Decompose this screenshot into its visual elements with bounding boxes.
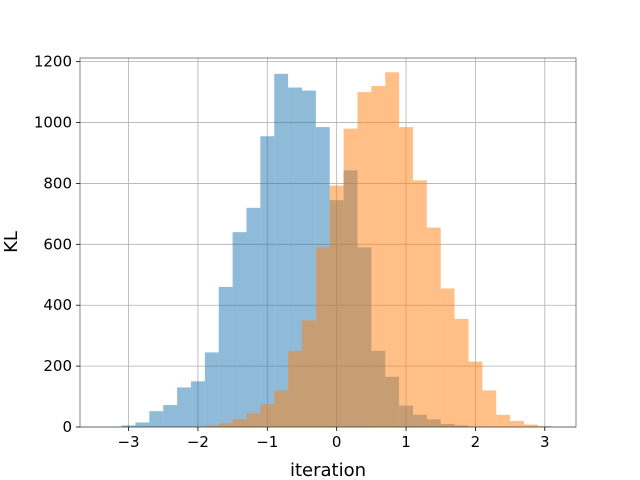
histogram-bar	[149, 411, 164, 427]
histogram-bar	[218, 286, 233, 427]
histogram-bar	[260, 136, 275, 427]
histogram-bar	[343, 128, 358, 427]
histogram-bar	[204, 352, 219, 427]
y-tick-label: 400	[43, 296, 72, 314]
histogram-bar	[399, 127, 413, 427]
histogram-bar	[190, 381, 205, 427]
y-tick-label: 200	[43, 357, 72, 375]
histogram-bar	[288, 350, 302, 427]
x-tick-label: −1	[256, 433, 278, 451]
y-tick-label: 600	[43, 235, 72, 253]
histogram-bar	[468, 361, 483, 427]
histogram-bar	[510, 420, 524, 427]
histogram-bar	[274, 390, 289, 427]
x-tick-label: −2	[187, 433, 209, 451]
histogram-bar	[260, 404, 275, 427]
x-tick-label: 1	[401, 433, 411, 451]
x-axis-label: iteration	[290, 460, 366, 480]
y-tick-label: 800	[43, 174, 72, 192]
y-axis-label: KL	[1, 231, 22, 253]
y-tick-label: 1200	[34, 53, 72, 71]
histogram-bar	[246, 413, 261, 427]
histogram-bar	[204, 425, 219, 427]
histogram-bar	[357, 92, 372, 428]
x-tick-label: 2	[471, 433, 481, 451]
x-tick-label: 3	[540, 433, 550, 451]
plot-frame	[79, 57, 577, 428]
histogram-bar	[246, 207, 261, 427]
histogram-bar	[177, 387, 191, 427]
histogram-bar	[218, 423, 233, 427]
y-axis-ticks: 0 200 400 600 800 1000 1200	[34, 53, 80, 436]
histogram-bar	[412, 180, 427, 427]
histogram-bar	[496, 414, 511, 427]
histogram-bar	[135, 422, 150, 427]
histogram-bar	[426, 227, 441, 427]
histogram-bar	[482, 390, 497, 427]
histogram-bars	[121, 72, 552, 428]
histogram-bar	[301, 320, 316, 427]
histogram-bar	[440, 288, 455, 427]
histogram-bar	[163, 405, 178, 427]
x-axis-ticks: −3 −2 −1 0 1 2 3	[117, 427, 550, 451]
histogram-bar	[523, 424, 538, 427]
histogram-bar	[385, 72, 400, 428]
x-tick-label: −3	[117, 433, 139, 451]
histogram-bar	[537, 426, 552, 427]
histogram-bar	[315, 247, 330, 427]
histogram-bar	[121, 425, 136, 427]
y-tick-label: 0	[62, 418, 72, 436]
histogram-bar	[371, 86, 386, 428]
x-tick-label: 0	[332, 433, 342, 451]
histogram-bar	[454, 318, 469, 427]
histogram-bar	[288, 87, 302, 428]
histogram-bar	[232, 232, 247, 427]
series-2-bars	[204, 72, 552, 428]
histogram-bar	[274, 73, 289, 428]
histogram-bar	[329, 185, 344, 427]
histogram-bar	[232, 419, 247, 427]
y-tick-label: 1000	[34, 114, 72, 132]
